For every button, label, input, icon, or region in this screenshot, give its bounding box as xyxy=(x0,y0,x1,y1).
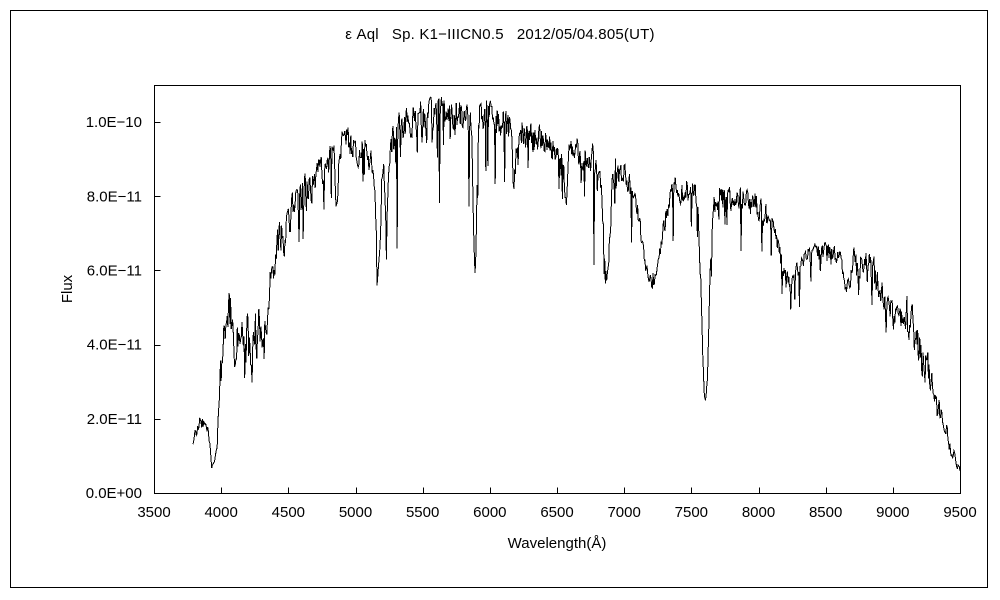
y-tick-label: 4.0E−11 xyxy=(87,337,142,354)
y-axis-title: Flux xyxy=(59,274,76,303)
spectrum-line xyxy=(192,96,961,471)
x-tick-label: 5500 xyxy=(406,504,439,521)
x-tick-label: 4000 xyxy=(204,504,237,521)
x-tick-label: 7500 xyxy=(675,504,708,521)
x-tick-label: 8000 xyxy=(742,504,775,521)
y-tick-label: 1.0E−10 xyxy=(86,114,142,131)
y-axis-tick-labels: 0.0E+00 2.0E−11 4.0E−11 6.0E−11 8.0E−11 1.0E−… xyxy=(86,114,142,502)
y-tick-label: 2.0E−11 xyxy=(87,411,142,428)
x-tick-label: 6000 xyxy=(473,504,506,521)
y-tick-label: 0.0E+00 xyxy=(86,485,142,502)
x-axis-ticks xyxy=(154,487,961,494)
x-tick-label: 8500 xyxy=(809,504,842,521)
x-tick-label: 9500 xyxy=(943,504,976,521)
x-axis-title: Wavelength(Å) xyxy=(508,535,607,552)
x-tick-label: 4500 xyxy=(272,504,305,521)
figure-border xyxy=(10,10,988,588)
x-axis-tick-labels: 3500 4000 4500 5000 5500 6000 6500 7000 7500 8000… xyxy=(137,504,976,521)
x-tick-label: 7000 xyxy=(607,504,640,521)
y-tick-label: 8.0E−11 xyxy=(87,188,142,205)
y-axis-ticks xyxy=(154,122,161,494)
x-tick-label: 3500 xyxy=(137,504,170,521)
x-tick-label: 9000 xyxy=(876,504,909,521)
page-title: ε Aql Sp. K1−IIICN0.5 2012/05/04.805(UT) xyxy=(345,26,655,43)
x-tick-label: 6500 xyxy=(540,504,573,521)
y-tick-label: 6.0E−11 xyxy=(87,262,142,279)
plot-frame xyxy=(154,85,961,494)
x-tick-label: 5000 xyxy=(339,504,372,521)
